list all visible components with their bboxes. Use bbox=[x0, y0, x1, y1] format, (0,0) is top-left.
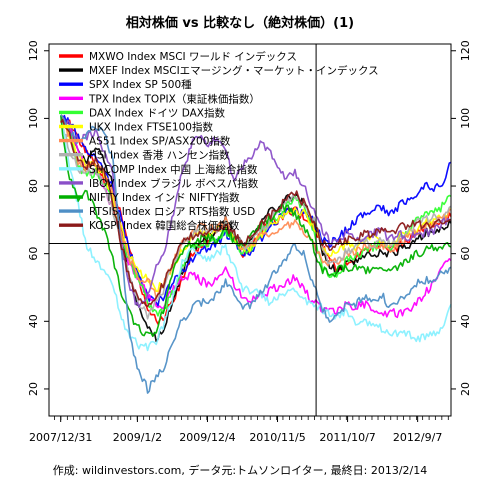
x-tick-label: 2011/10/7 bbox=[319, 431, 375, 444]
series-layer bbox=[60, 114, 452, 394]
y-tick-label-right: 80 bbox=[459, 179, 472, 193]
series-line bbox=[60, 114, 452, 394]
x-tick-label: 2012/9/7 bbox=[393, 431, 442, 444]
chart-caption: 作成: wildinvestors.com, データ元:トムソンロイター, 最終… bbox=[53, 463, 427, 477]
legend-label: KOSPI Index 韓国総合株価指数 bbox=[89, 219, 240, 232]
x-tick-label: 2009/1/2 bbox=[113, 431, 162, 444]
legend-label: MXWO Index MSCI ワールド インデックス bbox=[89, 50, 297, 63]
x-tick-label: 2007/12/31 bbox=[29, 431, 92, 444]
y-tick-label-left: 120 bbox=[27, 40, 40, 61]
legend-label: DAX Index ドイツ DAX指数 bbox=[89, 106, 225, 119]
axes: 20 20 40 40 60 60 80 80 100 100 120 120 2007/12/31 20… bbox=[27, 40, 472, 444]
legend-label: TPX Index TOPIX（東証株価指数） bbox=[88, 92, 260, 105]
reference-lines bbox=[49, 44, 451, 416]
y-tick-label-right: 40 bbox=[459, 314, 472, 328]
legend-label: SPX Index SP 500種 bbox=[89, 78, 192, 91]
y-tick-label-left: 100 bbox=[27, 108, 40, 129]
legend-label: HSI Index 香港 ハンセン指数 bbox=[89, 149, 230, 162]
y-tick-label-right: 60 bbox=[459, 247, 472, 261]
y-tick-label-left: 20 bbox=[27, 382, 40, 396]
y-tick-label-right: 120 bbox=[459, 40, 472, 61]
chart-title: 相対株価 vs 比較なし（絶対株価）(1) bbox=[126, 15, 354, 31]
y-tick-label-right: 100 bbox=[459, 108, 472, 129]
legend-label: NIFTY Index インド NIFTY指数 bbox=[89, 191, 240, 204]
y-tick-label-left: 80 bbox=[27, 179, 40, 193]
y-tick-label-right: 20 bbox=[459, 382, 472, 396]
series-line bbox=[60, 118, 451, 308]
legend-label: UKX Index FTSE100指数 bbox=[89, 121, 213, 134]
legend-label: MXEF Index MSCIエマージング・マーケット・インデックス bbox=[89, 64, 379, 77]
x-tick-label: 2009/12/4 bbox=[179, 431, 235, 444]
series-line bbox=[60, 116, 452, 352]
plot-frame bbox=[48, 43, 452, 417]
legend-label: AS51 Index SP/ASX200指数 bbox=[89, 135, 231, 148]
y-tick-label-left: 60 bbox=[27, 247, 40, 261]
y-tick-label-left: 40 bbox=[27, 314, 40, 328]
legend-label: SHCOMP Index 中国 上海総合指数 bbox=[89, 163, 258, 176]
x-tick-label: 2010/11/5 bbox=[249, 431, 305, 444]
legend-label: IBOV Index ブラジル ボベスパ指数 bbox=[89, 177, 259, 190]
legend-label: RTSIS Index ロシア RTS指数 USD bbox=[89, 205, 255, 218]
